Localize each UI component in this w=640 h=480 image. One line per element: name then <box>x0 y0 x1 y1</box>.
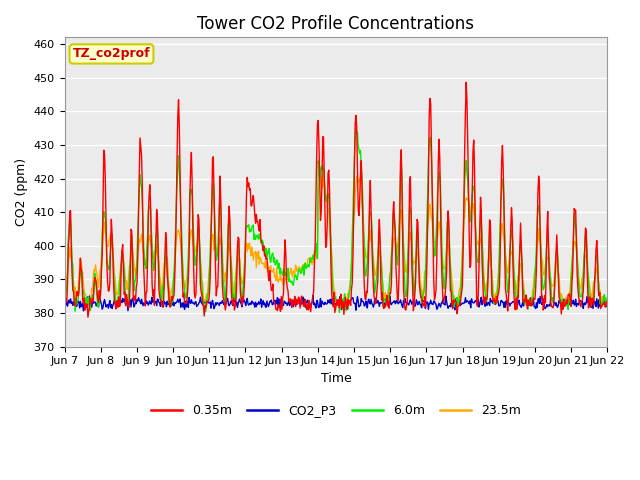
23.5m <box>604 298 611 304</box>
0.35m <box>61 305 68 311</box>
23.5m <box>210 247 218 253</box>
6.0m <box>61 296 68 301</box>
Legend: 0.35m, CO2_P3, 6.0m, 23.5m: 0.35m, CO2_P3, 6.0m, 23.5m <box>146 399 526 422</box>
23.5m <box>403 260 411 266</box>
6.0m <box>403 272 411 278</box>
6.0m <box>182 295 189 301</box>
Text: TZ_co2prof: TZ_co2prof <box>73 48 150 60</box>
23.5m <box>319 173 326 179</box>
Y-axis label: CO2 (ppm): CO2 (ppm) <box>15 158 28 226</box>
23.5m <box>126 261 134 266</box>
CO2_P3 <box>70 301 78 307</box>
0.35m <box>70 302 78 308</box>
0.35m <box>127 227 135 232</box>
6.0m <box>419 290 427 296</box>
6.0m <box>70 296 78 301</box>
23.5m <box>419 296 427 302</box>
0.35m <box>419 300 426 306</box>
Title: Tower CO2 Profile Concentrations: Tower CO2 Profile Concentrations <box>198 15 474 33</box>
CO2_P3 <box>211 304 219 310</box>
6.0m <box>604 303 611 309</box>
6.0m <box>335 310 343 315</box>
0.35m <box>182 301 190 307</box>
0.35m <box>462 79 470 85</box>
CO2_P3 <box>79 308 87 314</box>
0.35m <box>84 314 92 320</box>
Line: 0.35m: 0.35m <box>65 82 607 317</box>
CO2_P3 <box>604 303 611 309</box>
6.0m <box>210 192 218 198</box>
CO2_P3 <box>403 300 411 305</box>
23.5m <box>182 285 189 291</box>
6.0m <box>352 124 360 130</box>
Line: CO2_P3: CO2_P3 <box>65 296 607 311</box>
Line: 6.0m: 6.0m <box>65 127 607 312</box>
CO2_P3 <box>127 304 135 310</box>
0.35m <box>403 303 410 309</box>
Line: 23.5m: 23.5m <box>65 176 607 310</box>
23.5m <box>61 300 68 306</box>
23.5m <box>336 307 344 313</box>
CO2_P3 <box>182 304 190 310</box>
CO2_P3 <box>309 293 317 299</box>
6.0m <box>126 261 134 266</box>
0.35m <box>604 300 611 305</box>
23.5m <box>70 289 78 295</box>
CO2_P3 <box>61 304 68 310</box>
CO2_P3 <box>419 299 427 304</box>
0.35m <box>211 235 219 241</box>
X-axis label: Time: Time <box>321 372 351 385</box>
